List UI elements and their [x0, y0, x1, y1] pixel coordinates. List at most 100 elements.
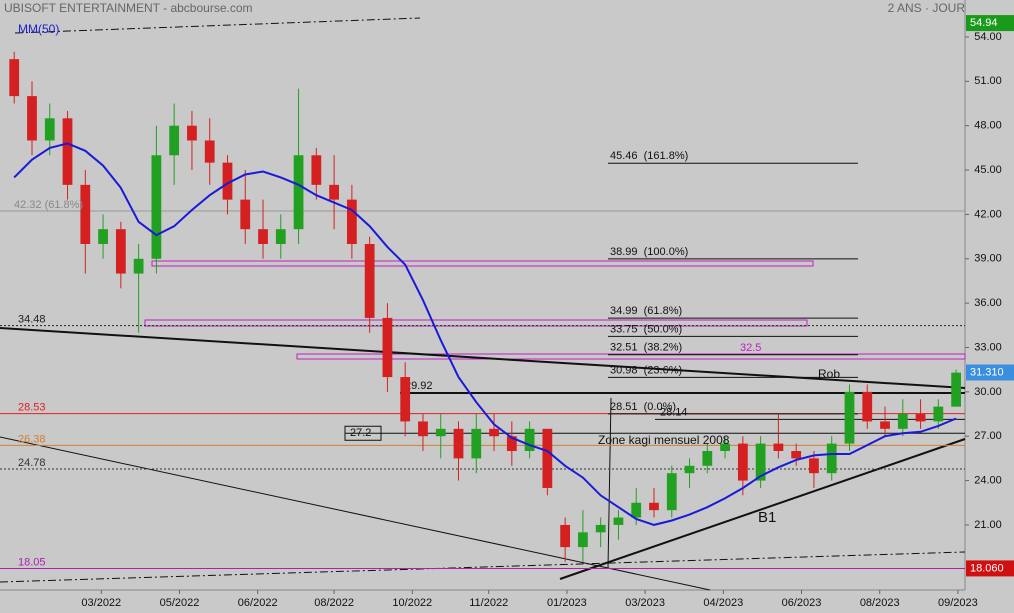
candle-body — [560, 524, 571, 548]
y-tick-label: 51.00 — [974, 75, 1002, 87]
candle-body — [62, 118, 73, 185]
candle-body — [98, 229, 108, 244]
x-tick-label: 09/2023 — [938, 597, 978, 609]
candle-body — [151, 155, 162, 259]
candle-body — [346, 199, 357, 244]
trendline — [559, 438, 966, 580]
fib-label: 45.46 (161.8%) — [610, 150, 688, 162]
annotation: Zone kagi mensuel 2008 — [598, 433, 730, 447]
candle-body — [364, 243, 375, 318]
annotation: B1 — [758, 509, 776, 526]
candle-body — [844, 391, 855, 444]
candle-body — [418, 421, 428, 437]
subtitle: 2 ANS · JOUR — [888, 1, 966, 15]
candle-body — [329, 184, 339, 200]
fib-label: 34.99 (61.8%) — [610, 305, 682, 317]
y-tick-label: 48.00 — [974, 120, 1002, 132]
x-tick-label: 06/2022 — [238, 597, 278, 609]
title: UBISOFT ENTERTAINMENT - abcbourse.com — [4, 1, 253, 15]
candle-body — [542, 428, 553, 488]
candle-body — [524, 428, 535, 452]
candle-body — [826, 443, 837, 474]
fib-label: 32.51 (38.2%) — [610, 342, 682, 354]
annotation: 42.32 (61.8%) — [14, 199, 83, 211]
x-tick-label: 03/2022 — [81, 597, 121, 609]
trendline — [14, 17, 421, 34]
candle-body — [755, 443, 766, 481]
candle-body — [311, 155, 322, 185]
y-tick-label: 42.00 — [974, 208, 1002, 220]
fib-label: 30.98 (23.6%) — [610, 364, 682, 376]
x-tick-label: 10/2022 — [392, 597, 432, 609]
y-tick-label: 33.00 — [974, 341, 1002, 353]
price-flag-label: 31.310 — [970, 366, 1004, 378]
price-flag — [966, 15, 1014, 32]
candle-body — [204, 140, 215, 163]
candle-body — [613, 517, 624, 525]
y-tick-label: 54.00 — [974, 31, 1002, 43]
support-label: 29.92 — [405, 380, 433, 392]
candle-body — [133, 258, 144, 274]
price-flag-label: 54.94 — [970, 17, 998, 29]
zone — [296, 353, 966, 360]
candle-body — [187, 125, 197, 141]
x-tick-label: 04/2023 — [703, 597, 743, 609]
candle-body — [169, 125, 180, 156]
price-flag-label: 18.060 — [970, 562, 1004, 574]
plot: 21.00 24.00 27.00 30.00 33.00 36.00 39.00 42.00… — [0, 15, 1014, 609]
candle-body — [222, 162, 233, 200]
trendline — [0, 327, 966, 389]
y-tick-label: 45.00 — [974, 164, 1002, 176]
candle-body — [435, 428, 446, 437]
candle-body — [897, 414, 908, 429]
fib-label: 38.99 (100.0%) — [610, 246, 688, 258]
candle-body — [80, 184, 91, 244]
annotation: Rob — [818, 367, 840, 381]
fib-label: 28.51 (0.0%) — [610, 401, 676, 413]
candle-body — [737, 443, 748, 481]
y-tick-label: 36.00 — [974, 297, 1002, 309]
level-label: 18.05 — [18, 556, 46, 568]
level-label: 28.53 — [18, 401, 46, 413]
candle-body — [862, 391, 873, 422]
candle-body — [382, 317, 393, 378]
zone — [151, 260, 814, 267]
x-tick-label: 03/2023 — [625, 597, 665, 609]
candle-body — [595, 524, 606, 533]
candle-body — [791, 451, 802, 459]
candle-body — [27, 96, 37, 141]
x-tick-label: 06/2023 — [782, 597, 822, 609]
candle-body — [684, 465, 695, 474]
zone-label: 32.5 — [740, 342, 761, 354]
level-label: 24.78 — [18, 457, 46, 469]
y-tick-label: 39.00 — [974, 253, 1002, 265]
candle-body — [880, 421, 890, 429]
level-label: 34.48 — [18, 314, 46, 326]
candle-body — [702, 451, 713, 466]
y-tick-label: 21.00 — [974, 519, 1002, 531]
candle-body — [489, 428, 499, 437]
legend: MM(50) — [18, 22, 59, 36]
y-tick-label: 27.00 — [974, 430, 1002, 442]
fib-label: 33.75 (50.0%) — [610, 323, 682, 335]
candle-body — [258, 229, 268, 244]
candle-body — [453, 428, 464, 459]
candle-body — [649, 502, 659, 511]
candle-body — [809, 458, 819, 474]
y-tick-label: 30.00 — [974, 386, 1002, 398]
trendline — [0, 436, 711, 591]
candle-body — [275, 229, 286, 244]
x-tick-label: 08/2023 — [860, 597, 900, 609]
x-tick-label: 01/2023 — [547, 597, 587, 609]
moving-average — [13, 142, 957, 526]
candle-body — [631, 502, 642, 518]
candle-body — [773, 443, 784, 452]
candle-body — [240, 199, 251, 230]
candle-body — [471, 428, 482, 459]
price-flag — [966, 364, 1014, 381]
candle-body — [400, 377, 411, 422]
trendline — [0, 551, 966, 583]
x-tick-label: 11/2022 — [469, 597, 508, 609]
price-flag — [966, 560, 1014, 577]
